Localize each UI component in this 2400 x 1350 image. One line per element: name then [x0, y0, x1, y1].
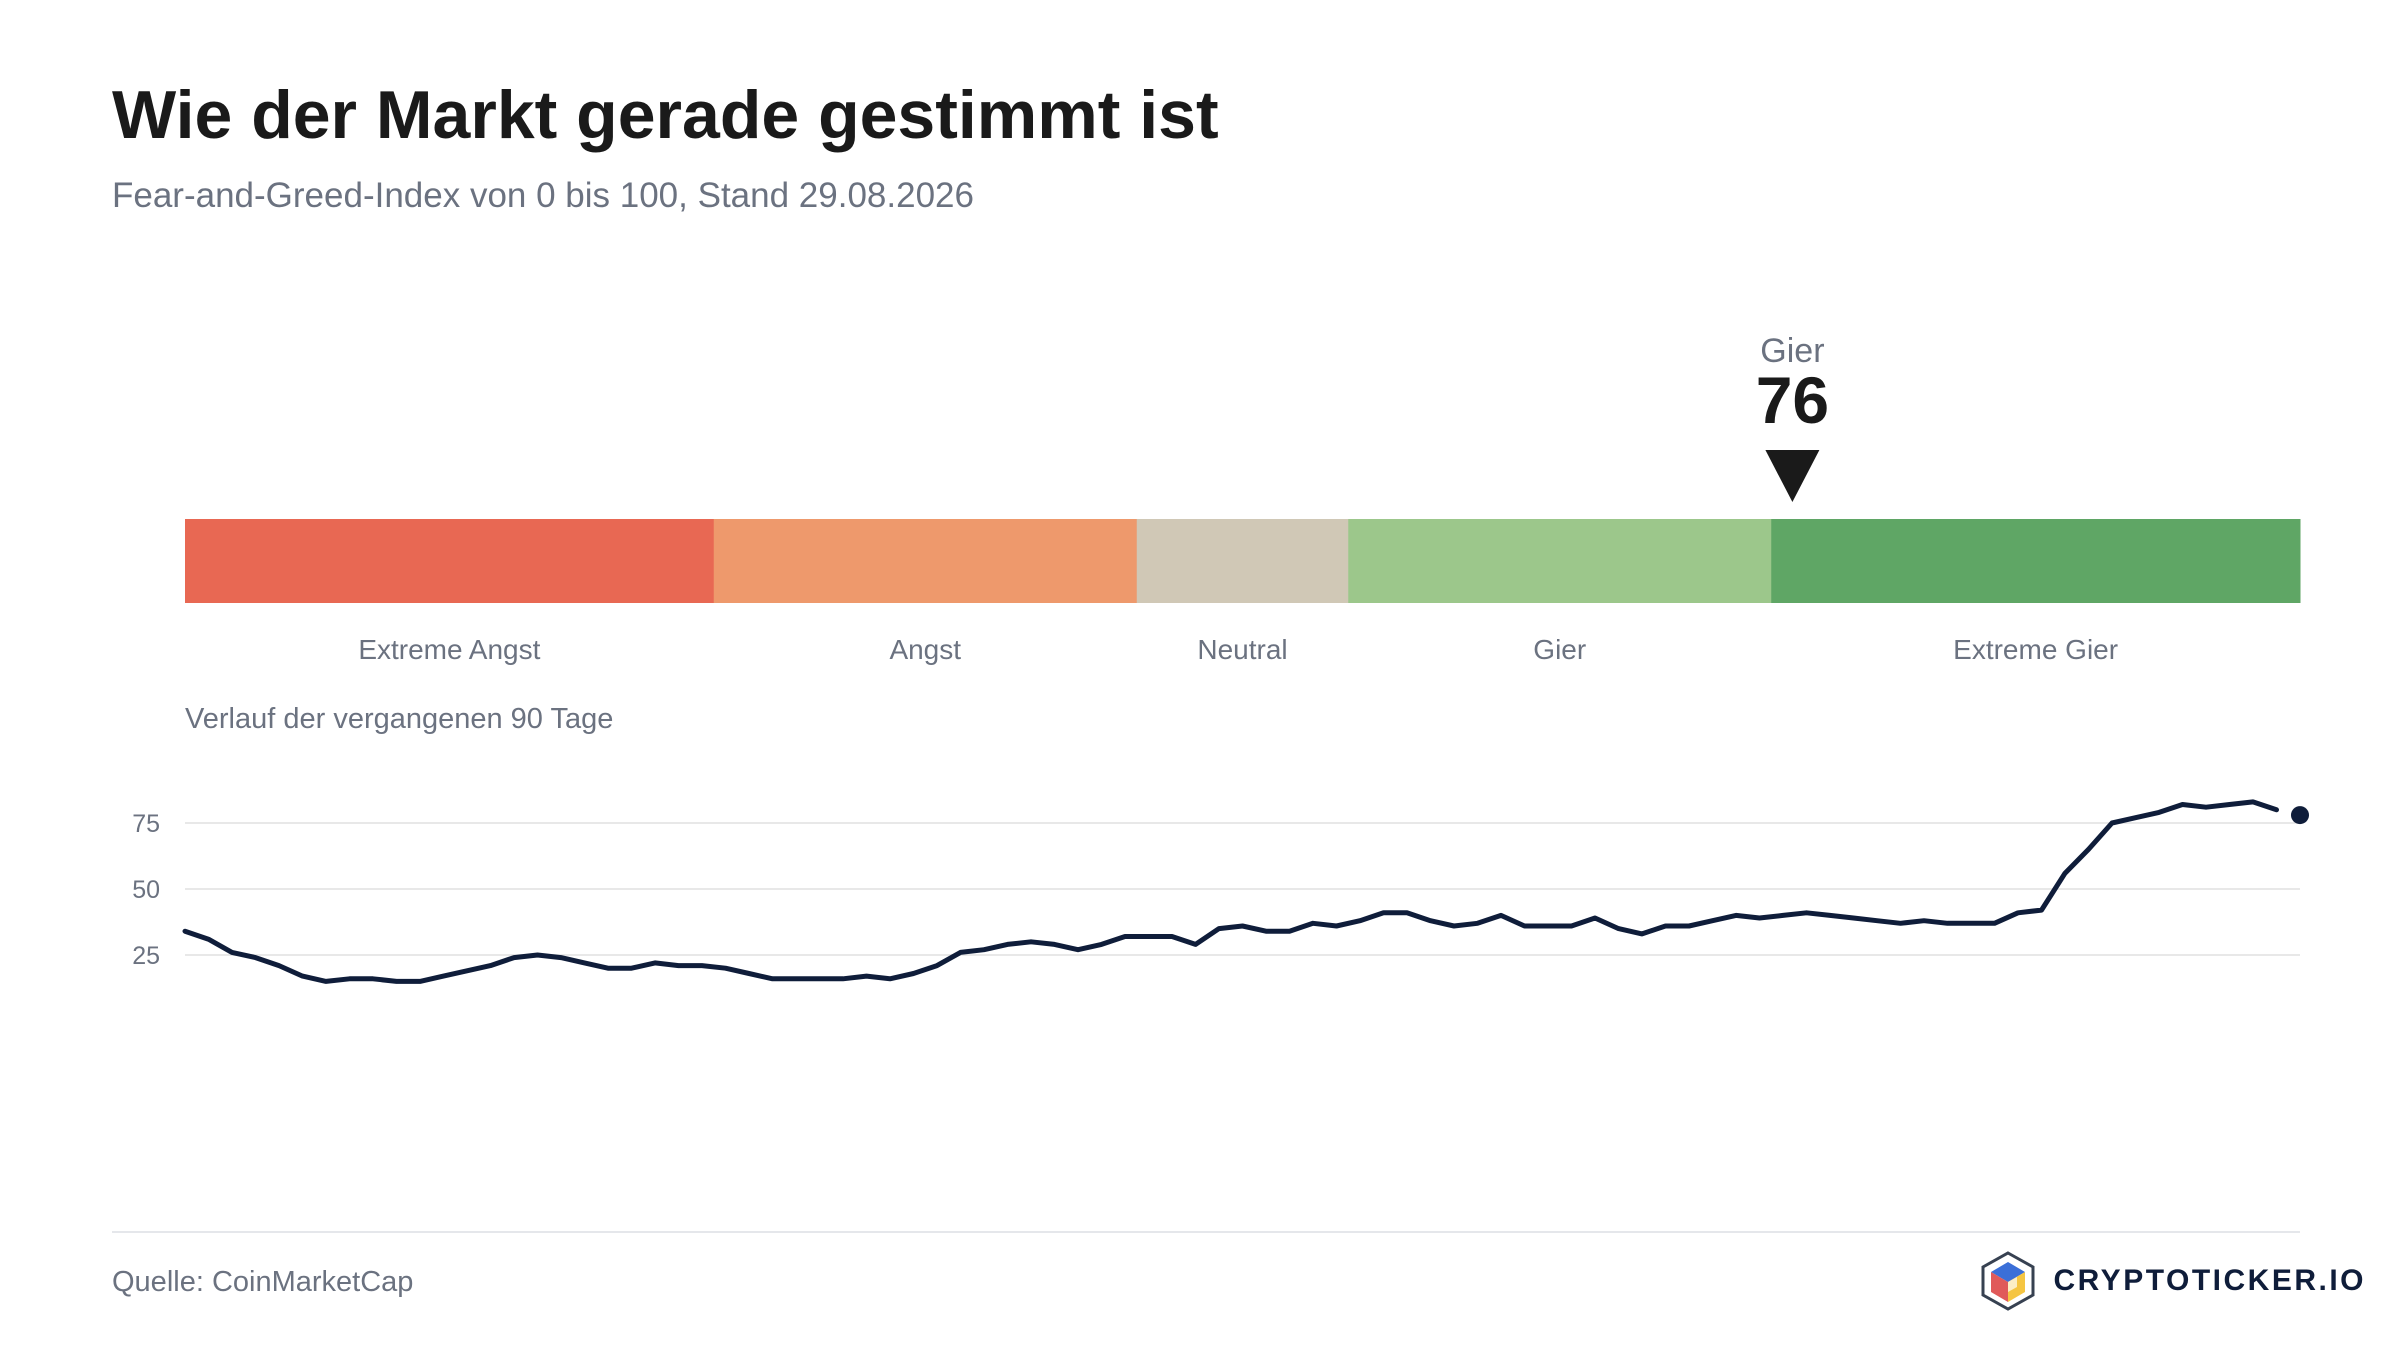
- y-tick-label-50: 50: [132, 876, 160, 904]
- gauge-segment-4: [1771, 519, 2301, 603]
- gauge-segment-label-4: Extreme Gier: [1953, 634, 2118, 665]
- cube-logo-icon: [1981, 1251, 2035, 1311]
- gauge-value-label: Gier: [1760, 332, 1824, 370]
- gauge-pointer-icon: [1765, 450, 1820, 502]
- gauge-segment-label-3: Gier: [1533, 634, 1586, 665]
- gauge-segment-2: [1136, 519, 1349, 603]
- gauge-value-number: 76: [1756, 363, 1829, 437]
- y-tick-label-25: 25: [132, 942, 160, 970]
- history-gridlines: [185, 822, 2300, 956]
- footer-divider: [112, 1231, 2300, 1233]
- history-title: Verlauf der vergangenen 90 Tage: [185, 703, 613, 735]
- gauge-segment-label-0: Extreme Angst: [358, 634, 540, 665]
- history-series-line: [182, 799, 2279, 984]
- history-last-point: [2291, 806, 2309, 825]
- y-tick-label-75: 75: [132, 810, 160, 838]
- brand: CRYPTOTICKER.IO: [1977, 1250, 2366, 1312]
- brand-name: CRYPTOTICKER.IO: [2053, 1264, 2366, 1297]
- source-note: Quelle: CoinMarketCap: [112, 1266, 414, 1298]
- gauge-segment-1: [713, 519, 1138, 603]
- gauge-segments: [185, 519, 2301, 603]
- gauge-segment-labels: Extreme Angst Angst Neutral Gier Extreme Gie…: [358, 634, 2118, 665]
- gauge-segment-label-1: Angst: [889, 634, 961, 665]
- gauge-segment-0: [185, 519, 715, 603]
- chart-title: Wie der Markt gerade gestimmt ist: [112, 77, 1219, 153]
- history-y-ticks: 25 50 75: [132, 810, 160, 970]
- chart-subtitle: Fear-and-Greed-Index von 0 bis 100, Stan…: [112, 176, 974, 215]
- gauge-segment-label-2: Neutral: [1197, 634, 1287, 665]
- gauge-segment-3: [1348, 519, 1772, 603]
